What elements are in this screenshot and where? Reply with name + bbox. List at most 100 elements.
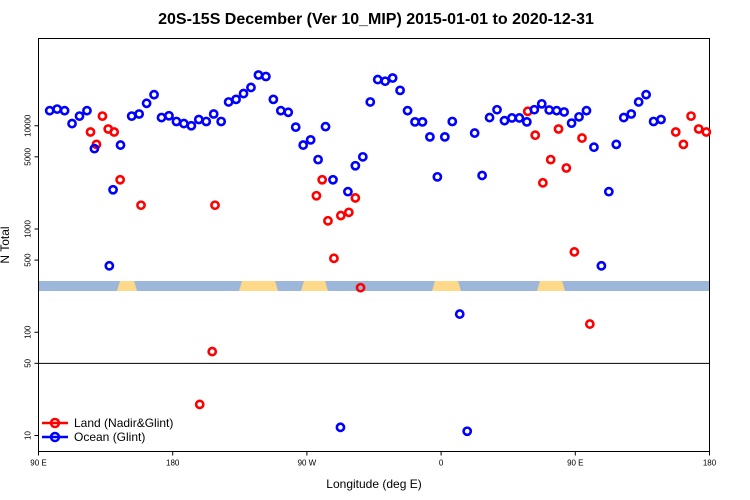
ocean-point [313,154,323,165]
ocean-point [447,116,458,127]
ocean-point [89,143,100,154]
land-point [693,124,704,134]
ocean-point [633,97,644,107]
ocean-point [149,89,159,100]
ocean-point [536,98,547,109]
land-point [194,399,205,410]
ocean-point [380,76,391,87]
ocean-point [126,111,137,122]
ocean-point [134,109,145,119]
ocean-point [574,111,584,122]
ocean-point [454,309,465,319]
land-point [701,127,712,137]
y-axis: 10 50 100 500 1000 5000 10000 [24,114,39,440]
land-point [317,174,328,185]
ocean-point [115,140,126,150]
ocean-point [238,88,249,99]
land-point [561,163,572,173]
land-point [350,193,361,203]
x-tick-label: 90 E [30,459,46,468]
ocean-point [216,116,227,127]
y-tick-label: 100 [24,325,33,339]
land-point [115,174,126,185]
ocean-point [298,140,309,150]
x-axis: 90 E 180 90 W 0 90 E 180 [30,451,717,468]
ocean-point [52,104,63,114]
ocean-point [283,107,294,118]
ocean-point [514,113,525,123]
land-segment [301,281,328,291]
ocean-point [268,94,279,105]
ocean-point [275,105,286,116]
ocean-point [551,105,562,116]
ocean-point [208,109,219,119]
ocean-point [499,115,510,126]
ocean-point [67,118,77,129]
ocean-point [492,104,502,115]
ocean-point [529,104,540,115]
ocean-point [387,73,398,83]
land-point [670,127,681,137]
land-point [323,215,333,226]
ocean-point [507,113,517,123]
ocean-point [246,82,256,93]
ocean-point [603,186,614,197]
ocean-point [201,116,212,127]
ocean-point [231,94,241,105]
x-tick-label: 180 [166,459,180,468]
land-point [686,111,696,122]
ocean-point [104,260,115,271]
ocean-point [320,121,331,132]
y-tick-label: 50 [24,358,33,367]
ocean-point [260,71,271,82]
ocean-point [343,186,353,197]
land-point [577,133,587,143]
ocean-point [156,112,167,123]
ocean-point [395,85,405,96]
y-tick-label: 500 [24,253,33,267]
ocean-point [328,174,338,185]
land-ocean-strip [38,281,710,291]
land-point [355,282,366,293]
ocean-point [618,112,629,123]
legend-land-label: Land (Nadir&Glint) [74,416,173,430]
land-point [329,253,339,264]
ocean-point [589,142,599,153]
x-tick-label: 0 [439,459,444,468]
plot-frame [38,38,710,452]
land-segment [117,281,137,291]
land-point [584,319,595,329]
land-segment [537,281,565,291]
land-point [553,124,564,134]
ocean-point [581,105,592,116]
ocean-point [484,112,495,123]
ocean-point [82,105,92,116]
ocean-point [44,105,55,116]
legend-ocean-marker [49,431,61,443]
legend-land-marker [49,417,61,429]
ocean-point [223,97,234,107]
series-layer [44,70,712,437]
chart-title: 20S-15S December (Ver 10_MIP) 2015-01-01… [158,11,594,28]
land-segment [432,281,461,291]
ocean-point [559,107,570,117]
legend: Land (Nadir&Glint) Ocean (Glint) [42,416,173,444]
x-tick-label: 90 W [298,459,317,468]
ocean-point [372,74,383,85]
ocean-point [439,131,450,142]
ocean-point [410,116,420,127]
land-point [210,200,220,211]
ocean-point [477,170,488,181]
ocean-point [350,160,361,171]
ocean-point [335,422,346,433]
land-point [311,190,322,201]
ocean-point [59,105,70,116]
land-segment [239,281,278,291]
ocean-point [164,110,174,121]
ocean-point [305,134,316,145]
ocean-point [357,151,368,162]
ocean-point [648,116,659,127]
ocean-point [544,105,555,115]
ocean-strip [38,281,710,291]
land-point [545,154,556,165]
